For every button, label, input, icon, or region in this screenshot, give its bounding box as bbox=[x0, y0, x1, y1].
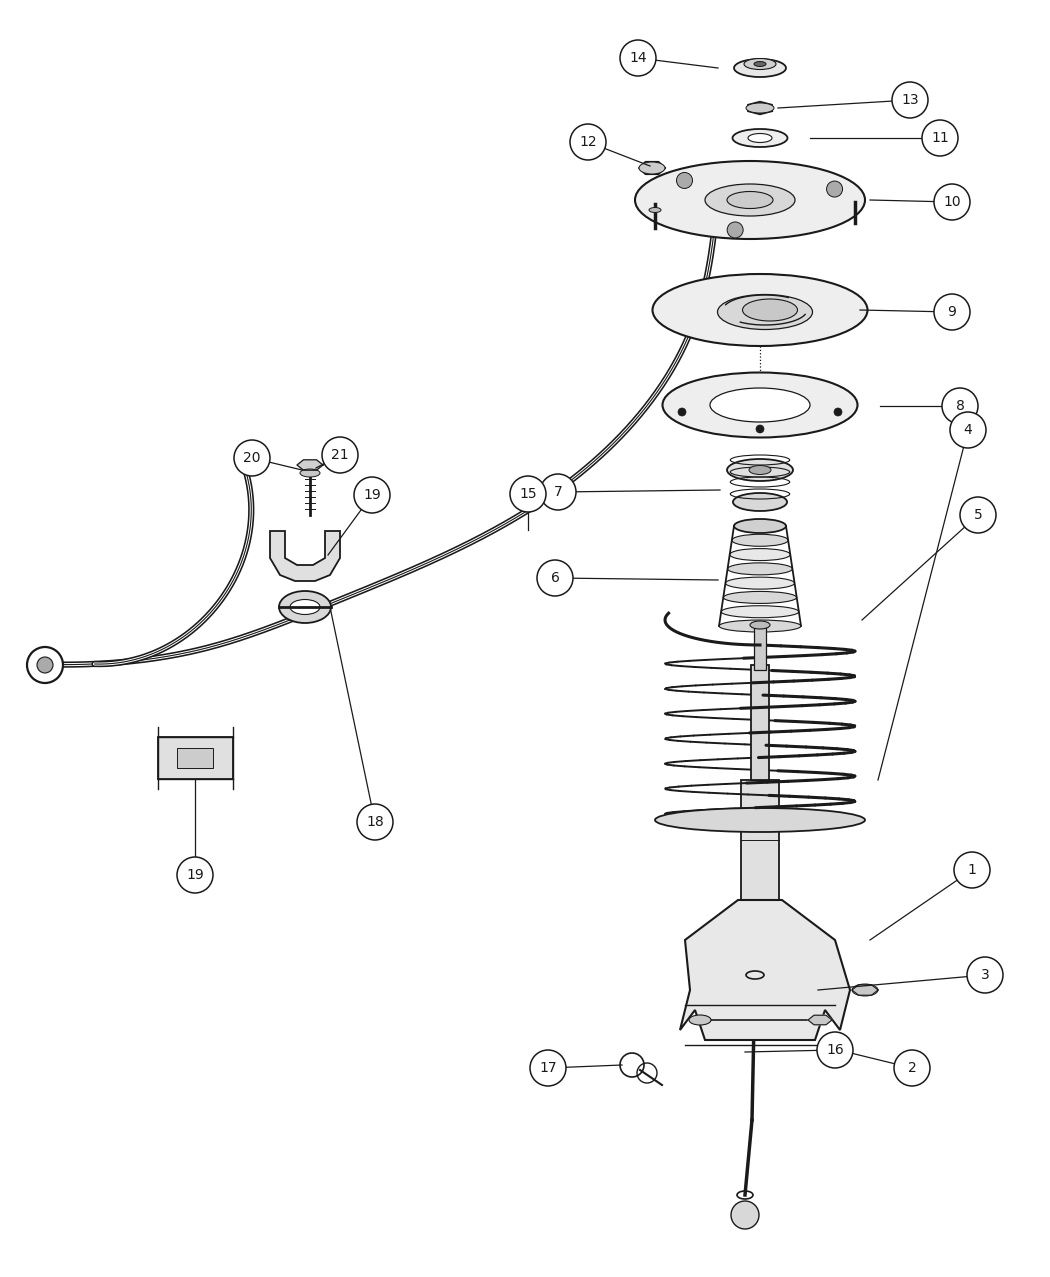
Ellipse shape bbox=[749, 466, 771, 475]
Circle shape bbox=[892, 82, 928, 117]
Ellipse shape bbox=[717, 295, 813, 329]
Circle shape bbox=[530, 1050, 566, 1085]
Circle shape bbox=[960, 497, 996, 533]
Text: 18: 18 bbox=[366, 815, 384, 829]
Ellipse shape bbox=[744, 59, 776, 69]
Ellipse shape bbox=[300, 469, 320, 478]
Text: 5: 5 bbox=[973, 508, 983, 522]
Ellipse shape bbox=[734, 520, 786, 533]
Ellipse shape bbox=[652, 275, 867, 346]
Polygon shape bbox=[297, 460, 323, 470]
Text: 10: 10 bbox=[943, 195, 961, 209]
Ellipse shape bbox=[723, 591, 797, 604]
Circle shape bbox=[817, 1032, 853, 1068]
Text: 12: 12 bbox=[580, 135, 596, 149]
Circle shape bbox=[950, 412, 986, 448]
Ellipse shape bbox=[635, 161, 865, 239]
Polygon shape bbox=[270, 531, 340, 581]
Circle shape bbox=[922, 120, 958, 156]
Circle shape bbox=[834, 407, 842, 416]
Ellipse shape bbox=[733, 129, 788, 147]
Text: 13: 13 bbox=[901, 93, 919, 107]
Circle shape bbox=[954, 852, 990, 888]
Ellipse shape bbox=[727, 192, 773, 208]
Text: 20: 20 bbox=[244, 451, 260, 465]
Ellipse shape bbox=[732, 534, 789, 547]
Polygon shape bbox=[680, 900, 850, 1039]
Circle shape bbox=[537, 561, 573, 596]
Text: 14: 14 bbox=[629, 51, 647, 65]
Circle shape bbox=[322, 437, 358, 472]
Bar bbox=[741, 780, 779, 950]
Text: 19: 19 bbox=[186, 868, 204, 882]
Text: 15: 15 bbox=[519, 487, 537, 501]
Polygon shape bbox=[639, 162, 665, 174]
Circle shape bbox=[894, 1050, 930, 1085]
Text: 19: 19 bbox=[363, 488, 381, 502]
Circle shape bbox=[540, 474, 576, 510]
Circle shape bbox=[177, 857, 213, 893]
Text: 7: 7 bbox=[553, 485, 563, 499]
Ellipse shape bbox=[734, 518, 786, 533]
Circle shape bbox=[676, 172, 693, 189]
Circle shape bbox=[826, 181, 842, 197]
Ellipse shape bbox=[728, 563, 793, 575]
Ellipse shape bbox=[742, 299, 798, 321]
Ellipse shape bbox=[279, 591, 331, 623]
Ellipse shape bbox=[733, 493, 788, 511]
Circle shape bbox=[731, 1200, 759, 1228]
Ellipse shape bbox=[754, 61, 766, 66]
Text: 8: 8 bbox=[956, 398, 965, 412]
Text: 17: 17 bbox=[540, 1061, 557, 1075]
Ellipse shape bbox=[639, 162, 665, 174]
Bar bbox=[177, 748, 213, 767]
Circle shape bbox=[570, 124, 606, 160]
Circle shape bbox=[620, 40, 656, 77]
Circle shape bbox=[354, 478, 390, 513]
Bar bbox=[751, 665, 769, 780]
Circle shape bbox=[942, 388, 978, 424]
Bar bbox=[158, 737, 232, 779]
Ellipse shape bbox=[655, 808, 865, 833]
Ellipse shape bbox=[710, 388, 810, 421]
Circle shape bbox=[967, 956, 1003, 994]
Ellipse shape bbox=[705, 184, 795, 216]
Circle shape bbox=[234, 441, 270, 476]
Ellipse shape bbox=[748, 134, 772, 143]
Ellipse shape bbox=[290, 599, 320, 614]
Ellipse shape bbox=[727, 458, 793, 481]
Circle shape bbox=[357, 805, 393, 840]
Polygon shape bbox=[808, 1015, 832, 1024]
Circle shape bbox=[678, 407, 686, 416]
Text: 3: 3 bbox=[981, 968, 989, 982]
Ellipse shape bbox=[746, 103, 774, 112]
Circle shape bbox=[728, 222, 743, 238]
Bar bbox=[754, 624, 766, 670]
Ellipse shape bbox=[726, 577, 795, 589]
Ellipse shape bbox=[730, 549, 791, 561]
Ellipse shape bbox=[689, 1015, 711, 1025]
Text: 11: 11 bbox=[931, 132, 949, 146]
Text: 16: 16 bbox=[826, 1043, 844, 1057]
Circle shape bbox=[37, 656, 52, 673]
Text: 4: 4 bbox=[964, 423, 972, 437]
Ellipse shape bbox=[721, 605, 799, 618]
Ellipse shape bbox=[719, 621, 801, 632]
Circle shape bbox=[934, 184, 970, 220]
Polygon shape bbox=[852, 985, 878, 995]
Circle shape bbox=[934, 294, 970, 329]
Ellipse shape bbox=[734, 59, 786, 77]
Ellipse shape bbox=[750, 621, 770, 630]
Ellipse shape bbox=[663, 373, 858, 438]
Text: 1: 1 bbox=[967, 863, 977, 877]
Circle shape bbox=[510, 476, 546, 512]
Text: 9: 9 bbox=[947, 305, 957, 319]
Text: 21: 21 bbox=[331, 448, 349, 462]
Text: 6: 6 bbox=[550, 571, 560, 585]
Circle shape bbox=[27, 647, 63, 683]
Ellipse shape bbox=[649, 207, 662, 212]
Text: 2: 2 bbox=[907, 1061, 917, 1075]
Polygon shape bbox=[748, 102, 772, 115]
Circle shape bbox=[756, 425, 764, 433]
